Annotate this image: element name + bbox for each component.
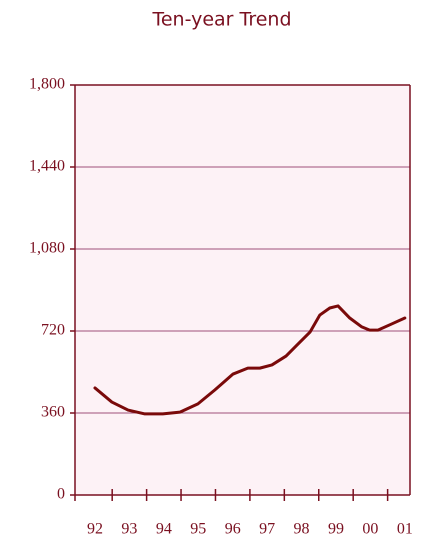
x-tick-label: 98: [294, 521, 310, 538]
y-tick-label: 1,080: [29, 240, 65, 257]
x-tick-label: 97: [259, 521, 275, 538]
x-tick-label: 95: [190, 521, 206, 538]
x-tick-label: 01: [397, 521, 413, 538]
trend-line: [93, 304, 407, 416]
chart-title: Ten-year Trend: [151, 9, 291, 31]
x-tick-label: 99: [328, 521, 344, 538]
y-tick-label: 360: [41, 404, 65, 421]
x-tick-label: 94: [156, 521, 172, 538]
y-tick-label: 0: [57, 486, 65, 503]
x-tick-label: 00: [362, 521, 378, 538]
y-tick-label: 1,800: [29, 76, 65, 93]
plot-background: [75, 85, 410, 495]
x-tick-label: 92: [87, 521, 103, 538]
y-tick-label: 720: [41, 322, 65, 339]
x-tick-label: 96: [225, 521, 241, 538]
x-tick-label: 93: [121, 521, 137, 538]
y-tick-label: 1,440: [29, 158, 65, 175]
